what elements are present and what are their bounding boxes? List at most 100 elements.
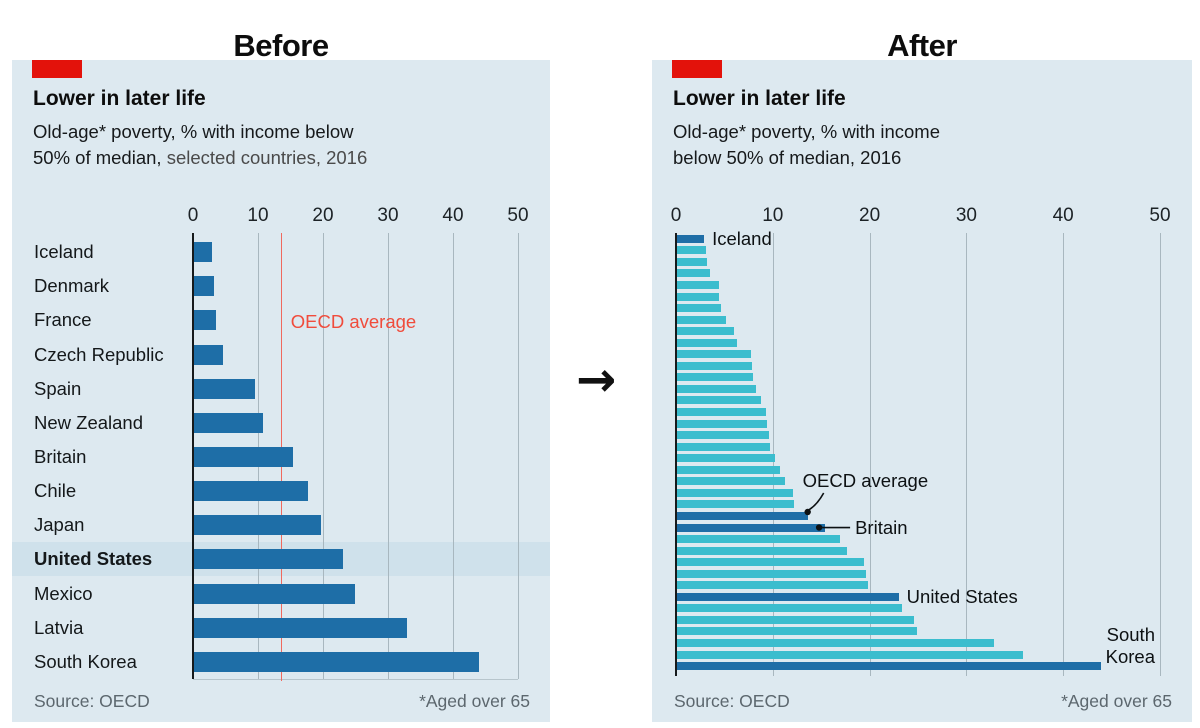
annotation-oecd-average: OECD average bbox=[802, 469, 929, 491]
x-tick-label: 10 bbox=[247, 205, 269, 226]
bar bbox=[194, 549, 343, 570]
bar bbox=[677, 408, 767, 417]
gridline bbox=[323, 233, 324, 679]
country-label: Czech Republic bbox=[34, 343, 164, 365]
bar bbox=[677, 396, 762, 405]
annotation-south-korea: South Korea bbox=[1105, 624, 1155, 668]
brand-tab bbox=[672, 60, 722, 78]
country-label: United States bbox=[34, 548, 153, 570]
bar bbox=[194, 242, 213, 263]
bar bbox=[677, 246, 707, 255]
country-label: New Zealand bbox=[34, 411, 144, 433]
bar bbox=[677, 269, 710, 278]
x-tick-label: 50 bbox=[1149, 205, 1171, 226]
bar bbox=[677, 581, 868, 590]
country-label: Iceland bbox=[34, 241, 94, 263]
bar bbox=[194, 481, 309, 502]
x-tick-label: 0 bbox=[670, 205, 682, 226]
gridline bbox=[1160, 233, 1161, 676]
x-tick-label: 40 bbox=[442, 205, 464, 226]
after-heading: After bbox=[887, 27, 957, 63]
bar bbox=[677, 535, 840, 544]
country-label: Britain bbox=[34, 445, 87, 467]
bar bbox=[677, 419, 768, 428]
bar bbox=[677, 465, 780, 474]
bar bbox=[677, 627, 918, 636]
bar bbox=[677, 558, 864, 567]
chart-subtitle: Old-age* poverty, % with income below 50… bbox=[33, 119, 367, 171]
bar bbox=[677, 615, 915, 624]
country-label: South Korea bbox=[34, 650, 137, 672]
bar-highlighted bbox=[677, 511, 808, 520]
bar-highlighted bbox=[677, 592, 899, 601]
bar bbox=[677, 431, 769, 440]
x-tick-label: 50 bbox=[507, 205, 529, 226]
gridline bbox=[1063, 233, 1065, 676]
chart-title: Lower in later life bbox=[673, 87, 846, 110]
subtitle-line2: below 50% of median, 2016 bbox=[673, 147, 902, 168]
gridline bbox=[453, 233, 454, 679]
gridline bbox=[388, 233, 389, 679]
bar bbox=[677, 477, 786, 486]
bar bbox=[677, 569, 866, 578]
bar bbox=[677, 454, 775, 463]
country-label: Denmark bbox=[34, 275, 110, 297]
bar bbox=[677, 373, 754, 382]
y-axis-line bbox=[675, 233, 677, 676]
country-label: Spain bbox=[34, 377, 82, 399]
bar bbox=[194, 276, 214, 297]
bar bbox=[194, 412, 263, 433]
before-heading: Before bbox=[233, 27, 329, 63]
gridline bbox=[869, 233, 871, 676]
chart-footer: Source: OECD *Aged over 65 bbox=[674, 691, 1172, 712]
x-tick-label: 20 bbox=[859, 205, 881, 226]
subtitle-line2-main: 50% of median, bbox=[33, 147, 162, 168]
bar bbox=[194, 515, 322, 536]
bar bbox=[677, 500, 795, 509]
chart-title: Lower in later life bbox=[33, 87, 206, 110]
x-tick-label: 0 bbox=[187, 205, 199, 226]
country-label: Mexico bbox=[34, 582, 93, 604]
bar bbox=[194, 446, 294, 467]
bar-highlighted bbox=[677, 523, 826, 532]
x-tick-label: 30 bbox=[377, 205, 399, 226]
y-axis-line bbox=[192, 233, 194, 679]
annotation-britain: Britain bbox=[855, 516, 908, 538]
footnote: *Aged over 65 bbox=[1061, 691, 1172, 711]
bar bbox=[677, 546, 848, 555]
bar bbox=[677, 350, 751, 359]
gridline bbox=[518, 233, 519, 679]
bar-highlighted bbox=[677, 234, 705, 243]
bar bbox=[677, 280, 719, 289]
bar bbox=[194, 344, 224, 365]
bar bbox=[677, 488, 794, 497]
bar bbox=[677, 304, 721, 313]
bar bbox=[677, 442, 770, 451]
subtitle-line1: Old-age* poverty, % with income bbox=[673, 121, 940, 142]
bar bbox=[677, 361, 752, 370]
bar bbox=[194, 310, 217, 331]
brand-tab bbox=[32, 60, 82, 78]
footnote: *Aged over 65 bbox=[419, 691, 530, 711]
chart-footer: Source: OECD *Aged over 65 bbox=[34, 691, 530, 712]
after-chart-panel: Lower in later life Old-age* poverty, % … bbox=[652, 60, 1192, 722]
bar bbox=[677, 639, 994, 648]
source-note: Source: OECD bbox=[34, 691, 150, 711]
x-tick-label: 20 bbox=[312, 205, 334, 226]
x-tick-label: 30 bbox=[955, 205, 977, 226]
x-baseline bbox=[193, 679, 518, 680]
bar bbox=[194, 583, 355, 604]
x-tick-label: 10 bbox=[762, 205, 784, 226]
bar bbox=[677, 604, 902, 613]
bar bbox=[677, 384, 757, 393]
country-label: Japan bbox=[34, 514, 85, 536]
annotation-united-states: United States bbox=[906, 585, 1018, 607]
gridline bbox=[966, 233, 968, 676]
country-label: France bbox=[34, 309, 92, 331]
bar bbox=[677, 257, 707, 266]
bar bbox=[677, 315, 727, 324]
subtitle-line2-light: selected countries, 2016 bbox=[161, 147, 368, 168]
country-label: Chile bbox=[34, 480, 77, 502]
bar bbox=[677, 338, 738, 347]
